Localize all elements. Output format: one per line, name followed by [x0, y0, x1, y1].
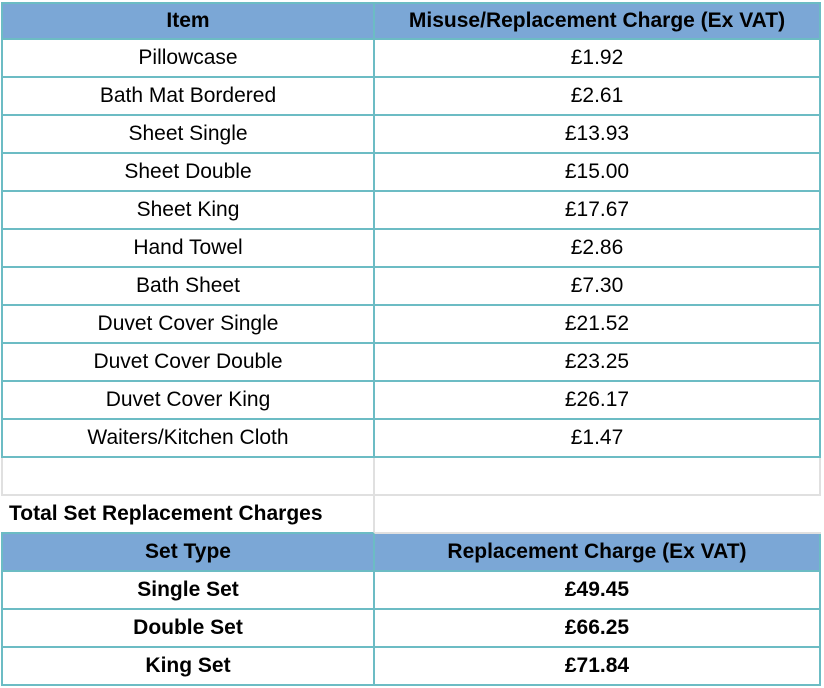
items-header-row: Item Misuse/Replacement Charge (Ex VAT)	[1, 2, 821, 40]
set-cell[interactable]: Single Set	[1, 572, 375, 610]
charge-cell[interactable]: £13.93	[375, 116, 821, 154]
header-item[interactable]: Item	[1, 2, 375, 40]
charge-cell[interactable]: £15.00	[375, 154, 821, 192]
header-replacement-charge[interactable]: Replacement Charge (Ex VAT)	[375, 534, 821, 572]
charge-cell[interactable]: £2.61	[375, 78, 821, 116]
table-row: Double Set £66.25	[1, 610, 821, 648]
table-row: Single Set £49.45	[1, 572, 821, 610]
charge-cell[interactable]: £7.30	[375, 268, 821, 306]
sets-title-row: Total Set Replacement Charges	[1, 496, 821, 534]
item-cell[interactable]: Duvet Cover Single	[1, 306, 375, 344]
table-row: Sheet King £17.67	[1, 192, 821, 230]
item-cell[interactable]: Bath Mat Bordered	[1, 78, 375, 116]
charge-cell[interactable]: £66.25	[375, 610, 821, 648]
empty-cell[interactable]	[375, 496, 821, 534]
table-row: Duvet Cover King £26.17	[1, 382, 821, 420]
table-row: Duvet Cover Double £23.25	[1, 344, 821, 382]
charge-cell[interactable]: £71.84	[375, 648, 821, 686]
sets-header-row: Set Type Replacement Charge (Ex VAT)	[1, 534, 821, 572]
header-set-type[interactable]: Set Type	[1, 534, 375, 572]
charge-cell[interactable]: £21.52	[375, 306, 821, 344]
table-row: Duvet Cover Single £21.52	[1, 306, 821, 344]
empty-cell[interactable]	[375, 458, 821, 496]
charge-cell[interactable]: £23.25	[375, 344, 821, 382]
empty-cell[interactable]	[1, 458, 375, 496]
table-row: Waiters/Kitchen Cloth £1.47	[1, 420, 821, 458]
table-row: Sheet Single £13.93	[1, 116, 821, 154]
item-cell[interactable]: Duvet Cover Double	[1, 344, 375, 382]
table-row: King Set £71.84	[1, 648, 821, 686]
table-row: Bath Mat Bordered £2.61	[1, 78, 821, 116]
item-cell[interactable]: Waiters/Kitchen Cloth	[1, 420, 375, 458]
header-charge[interactable]: Misuse/Replacement Charge (Ex VAT)	[375, 2, 821, 40]
item-cell[interactable]: Hand Towel	[1, 230, 375, 268]
item-cell[interactable]: Pillowcase	[1, 40, 375, 78]
table-row: Hand Towel £2.86	[1, 230, 821, 268]
set-cell[interactable]: Double Set	[1, 610, 375, 648]
empty-row	[1, 458, 821, 496]
sets-title[interactable]: Total Set Replacement Charges	[1, 496, 375, 534]
item-cell[interactable]: Sheet King	[1, 192, 375, 230]
set-cell[interactable]: King Set	[1, 648, 375, 686]
table-row: Pillowcase £1.92	[1, 40, 821, 78]
charge-cell[interactable]: £1.92	[375, 40, 821, 78]
item-cell[interactable]: Duvet Cover King	[1, 382, 375, 420]
charge-cell[interactable]: £49.45	[375, 572, 821, 610]
item-cell[interactable]: Sheet Double	[1, 154, 375, 192]
charge-cell[interactable]: £17.67	[375, 192, 821, 230]
item-cell[interactable]: Sheet Single	[1, 116, 375, 154]
table-row: Sheet Double £15.00	[1, 154, 821, 192]
item-cell[interactable]: Bath Sheet	[1, 268, 375, 306]
charge-cell[interactable]: £26.17	[375, 382, 821, 420]
charge-cell[interactable]: £1.47	[375, 420, 821, 458]
charge-cell[interactable]: £2.86	[375, 230, 821, 268]
table-row: Bath Sheet £7.30	[1, 268, 821, 306]
